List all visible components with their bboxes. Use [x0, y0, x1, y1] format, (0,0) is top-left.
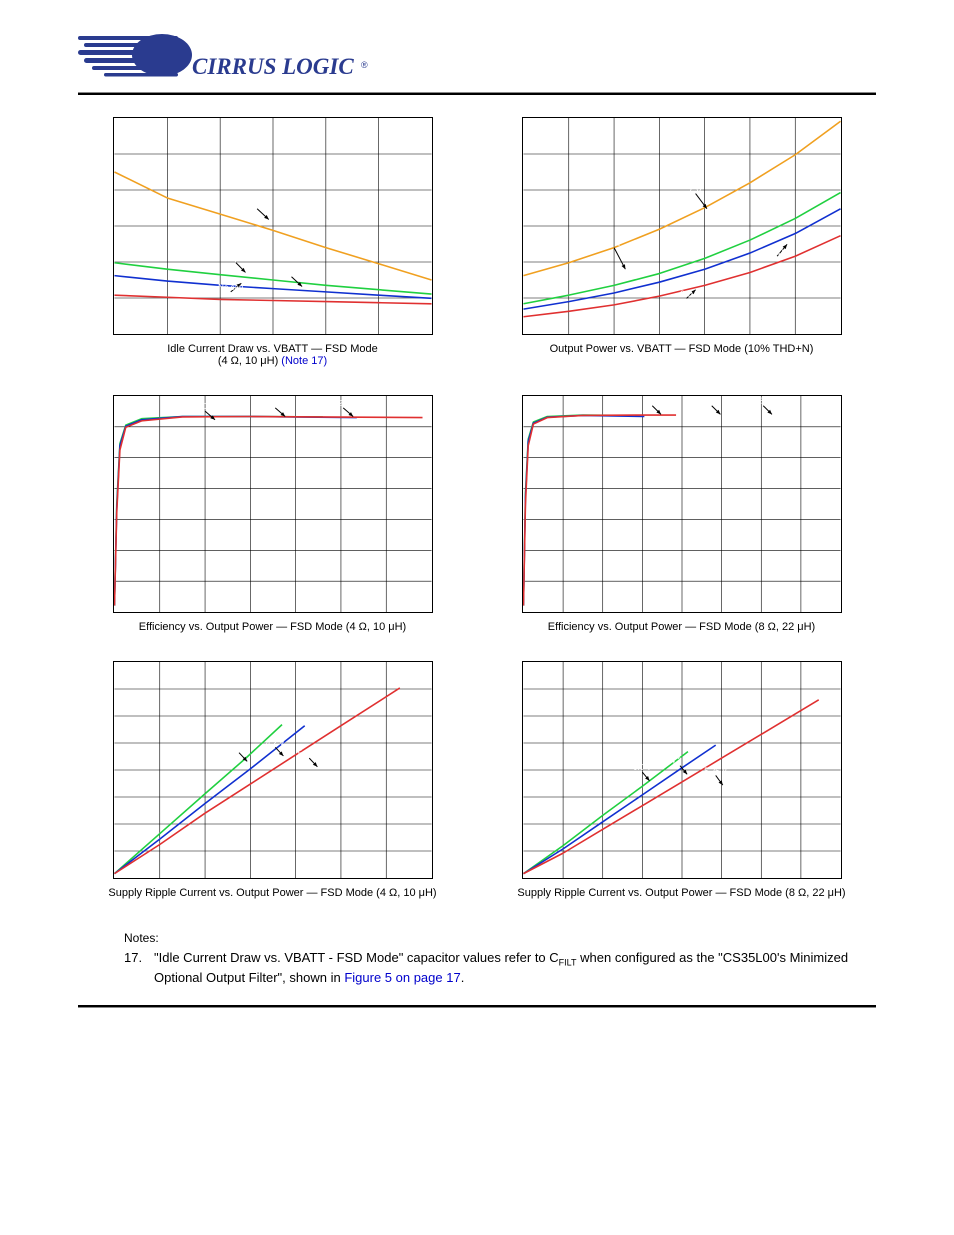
svg-text:5.25 V: 5.25 V — [297, 749, 321, 758]
chart-4-caption: Efficiency vs. Output Power — FSD Mode (… — [507, 621, 856, 633]
svg-text:4 Ω: 4 Ω — [770, 247, 783, 256]
chart-3-cell: 3.0 V 4.2 V 5.25 V Efficiency vs. Output P… — [98, 395, 447, 651]
charts-grid: 4.7 μF 1 μF 470 nF No cap Idle Current Draw… — [98, 117, 856, 917]
cirrus-logic-logo: CIRRUS LOGIC ® — [78, 30, 368, 86]
svg-text:8 Ω: 8 Ω — [680, 289, 693, 298]
note-17-number: 17. — [124, 949, 150, 987]
svg-text:3 Ω: 3 Ω — [607, 239, 620, 248]
svg-text:®: ® — [361, 60, 368, 70]
footer-rule — [78, 1005, 876, 1008]
chart-5-caption: Supply Ripple Current vs. Output Power —… — [98, 887, 447, 899]
chart-2: 2 Ω 3 Ω 4 Ω 8 Ω — [522, 117, 842, 335]
svg-text:2 Ω: 2 Ω — [689, 185, 702, 194]
chart-6: 3.0 V 4.2 V 5.25 V — [522, 661, 842, 879]
svg-text:5.25 V: 5.25 V — [751, 397, 775, 406]
chart-6-cell: 3.0 V 4.2 V 5.25 V Supply Ripple Current v… — [507, 661, 856, 917]
page-header: CIRRUS LOGIC ® — [78, 30, 876, 86]
svg-text:4.2 V: 4.2 V — [702, 397, 721, 406]
svg-text:3.0 V: 3.0 V — [643, 397, 662, 406]
chart-3: 3.0 V 4.2 V 5.25 V — [113, 395, 433, 613]
svg-text:4.7 μF: 4.7 μF — [245, 200, 268, 209]
footer-left: DS793F3 — [78, 1012, 124, 1024]
svg-text:CIRRUS LOGIC: CIRRUS LOGIC — [192, 54, 354, 79]
svg-text:3.0 V: 3.0 V — [633, 763, 652, 772]
figure-5-link[interactable]: Figure 5 on page 17 — [344, 970, 460, 985]
svg-text:4.2 V: 4.2 V — [266, 399, 285, 408]
header-rule — [78, 92, 876, 95]
note-17-body: "Idle Current Draw vs. VBATT - FSD Mode"… — [154, 949, 876, 987]
note-17-link-inline[interactable]: (Note 17) — [281, 355, 327, 367]
chart-3-caption: Efficiency vs. Output Power — FSD Mode (… — [98, 621, 447, 633]
chart-4: 3.0 V 4.2 V 5.25 V — [522, 395, 842, 613]
chart-1-cell: 4.7 μF 1 μF 470 nF No cap Idle Current Draw… — [98, 117, 447, 385]
chart-5-cell: 3.0 V 4.2 V 5.25 V Supply Ripple Current v… — [98, 661, 447, 917]
svg-text:3.0 V: 3.0 V — [195, 402, 214, 411]
svg-text:3.0 V: 3.0 V — [229, 744, 248, 753]
chart-6-caption: Supply Ripple Current vs. Output Power —… — [507, 887, 856, 899]
svg-text:4.2 V: 4.2 V — [670, 757, 689, 766]
note-17: 17. "Idle Current Draw vs. VBATT - FSD M… — [124, 949, 876, 987]
svg-text:No cap: No cap — [218, 283, 244, 292]
svg-text:5.25 V: 5.25 V — [331, 399, 355, 408]
chart-4-cell: 3.0 V 4.2 V 5.25 V Efficiency vs. Output P… — [507, 395, 856, 651]
chart-1: 4.7 μF 1 μF 470 nF No cap — [113, 117, 433, 335]
chart-2-caption: Output Power vs. VBATT — FSD Mode (10% T… — [507, 343, 856, 355]
page-footer: DS793F3 15 — [78, 1012, 876, 1024]
footer-right: 15 — [864, 1012, 876, 1024]
svg-text:1 μF: 1 μF — [228, 254, 244, 263]
chart-1-caption: Idle Current Draw vs. VBATT — FSD Mode (… — [98, 343, 447, 367]
svg-text:4.2 V: 4.2 V — [266, 738, 285, 747]
notes-heading: Notes: — [124, 931, 876, 945]
chart-5: 3.0 V 4.2 V 5.25 V — [113, 661, 433, 879]
chart-2-cell: 2 Ω 3 Ω 4 Ω 8 Ω Output Power vs. VBATT — FS… — [507, 117, 856, 385]
svg-text:5.25 V: 5.25 V — [704, 766, 728, 775]
svg-text:470 nF: 470 nF — [279, 268, 304, 277]
